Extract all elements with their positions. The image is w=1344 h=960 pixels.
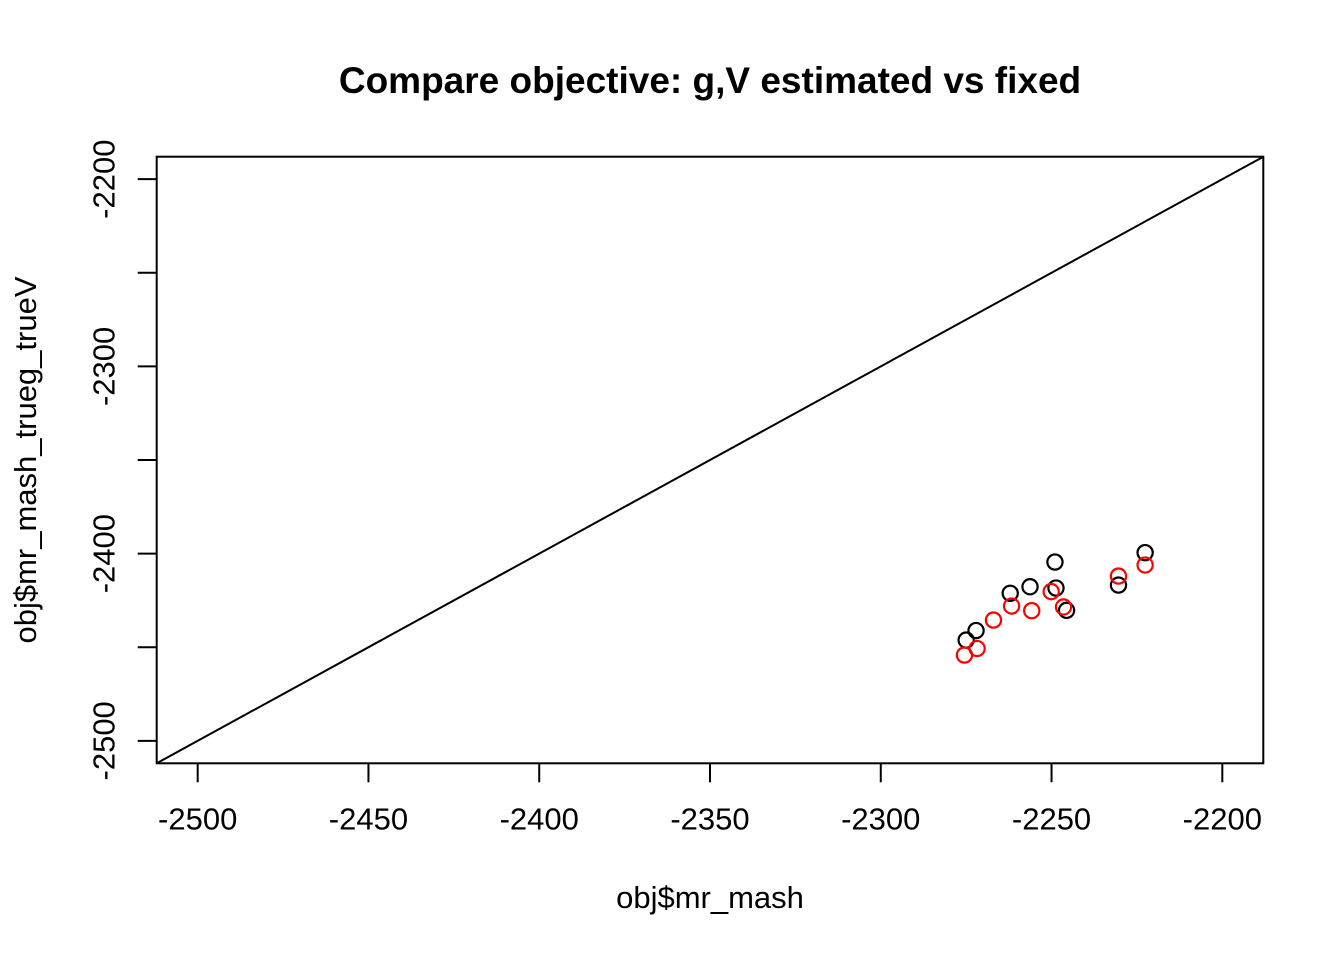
x-tick-label: -2350	[670, 801, 749, 836]
x-tick-label: -2200	[1183, 801, 1262, 836]
data-point-black	[967, 621, 985, 640]
data-point-red	[984, 611, 1003, 629]
data-point-black	[1047, 579, 1065, 597]
y-tick-label: -2300	[87, 327, 122, 406]
data-point-red	[1054, 598, 1073, 616]
data-point-red	[1023, 602, 1041, 620]
y-tick-label: -2500	[87, 701, 122, 780]
data-point-red	[955, 646, 974, 664]
data-point-red	[1042, 582, 1060, 601]
identity-line	[156, 155, 1264, 765]
data-point-black	[1001, 584, 1019, 603]
x-tick-label: -2250	[1012, 801, 1091, 836]
y-axis-label: obj$mr_mash_trueg_trueV	[8, 276, 43, 644]
data-point-red	[1136, 556, 1154, 574]
data-point-black	[1109, 576, 1128, 594]
data-point-red	[1002, 597, 1021, 615]
data-point-black	[1136, 543, 1154, 562]
chart-title: Compare objective: g,V estimated vs fixe…	[338, 60, 1082, 101]
data-point-black	[1046, 553, 1064, 571]
y-tick-label: -2200	[87, 140, 122, 219]
x-axis-label: obj$mr_mash	[616, 880, 804, 915]
x-tick-label: -2300	[841, 801, 920, 836]
x-tick-label: -2500	[158, 801, 237, 836]
data-point-black	[957, 631, 975, 649]
x-tick-label: -2450	[329, 801, 408, 836]
y-tick-label: -2400	[87, 514, 122, 593]
x-tick-label: -2400	[500, 801, 579, 836]
data-point-black	[1057, 601, 1076, 620]
data-point-black	[1021, 578, 1039, 596]
data-point-red	[1109, 567, 1128, 585]
